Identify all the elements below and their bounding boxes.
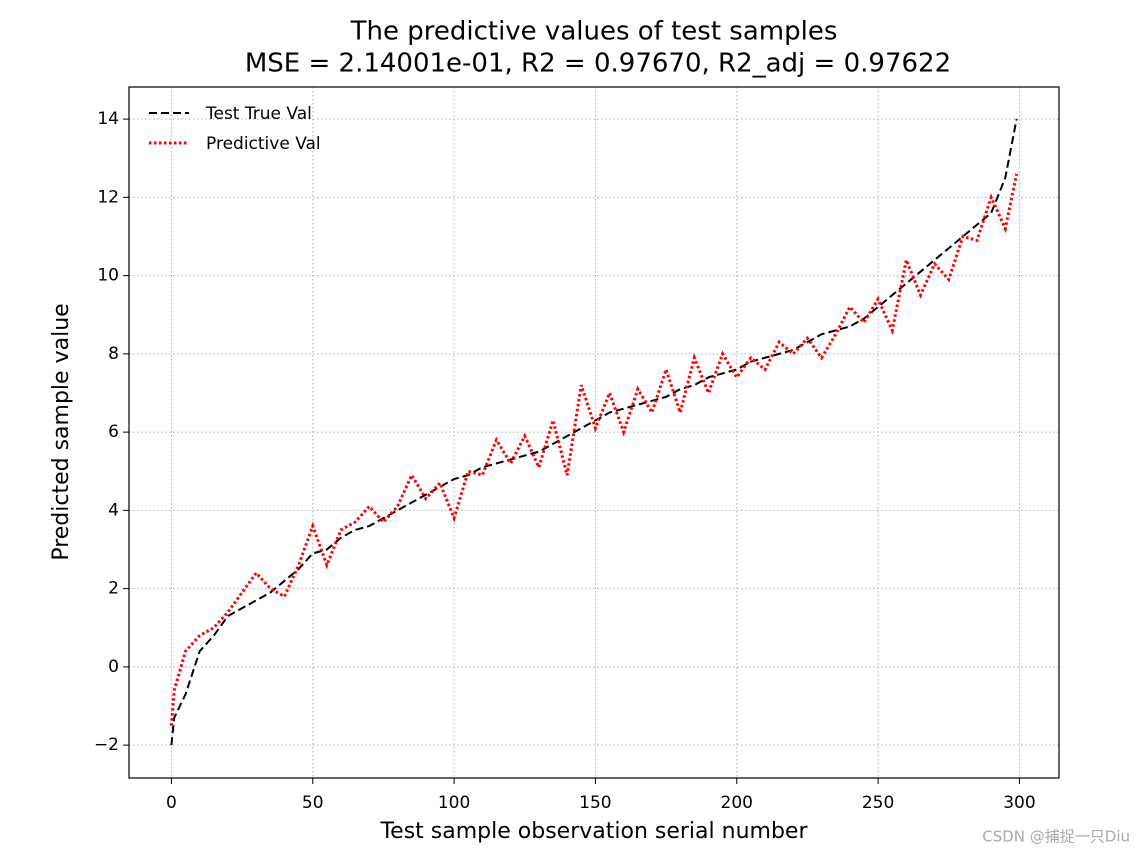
x-tick-label: 200	[721, 793, 753, 813]
x-tick-label: 300	[1003, 793, 1035, 813]
chart-title: The predictive values of test samples	[350, 17, 838, 47]
legend-label: Predictive Val	[206, 134, 321, 154]
x-tick-label: 100	[438, 793, 470, 813]
y-tick-label: 2	[108, 579, 119, 599]
data-line	[169, 173, 1019, 726]
y-tick-label: 12	[97, 187, 119, 207]
x-tick-label: 0	[166, 793, 177, 813]
y-tick-label: 0	[108, 657, 119, 677]
watermark: CSDN @捕捉一只Diu	[982, 828, 1130, 846]
x-axis-label: Test sample observation serial number	[379, 819, 808, 844]
y-axis-label: Predicted sample value	[49, 303, 74, 560]
y-tick-label: −2	[94, 735, 119, 755]
y-tick-label: 14	[97, 109, 119, 129]
y-tick-label: 4	[108, 500, 119, 520]
x-tick-label: 150	[579, 793, 611, 813]
x-tick-label: 50	[302, 793, 324, 813]
x-tick-label: 250	[862, 793, 894, 813]
y-tick-label: 10	[97, 266, 119, 286]
plot-frame	[128, 86, 1060, 779]
data-line	[170, 118, 1018, 746]
chart-subtitle: MSE = 2.14001e-01, R2 = 0.97670, R2_adj …	[245, 49, 951, 79]
y-tick-label: 8	[108, 344, 119, 364]
legend-label: Test True Val	[205, 104, 312, 124]
y-tick-label: 6	[108, 422, 119, 442]
